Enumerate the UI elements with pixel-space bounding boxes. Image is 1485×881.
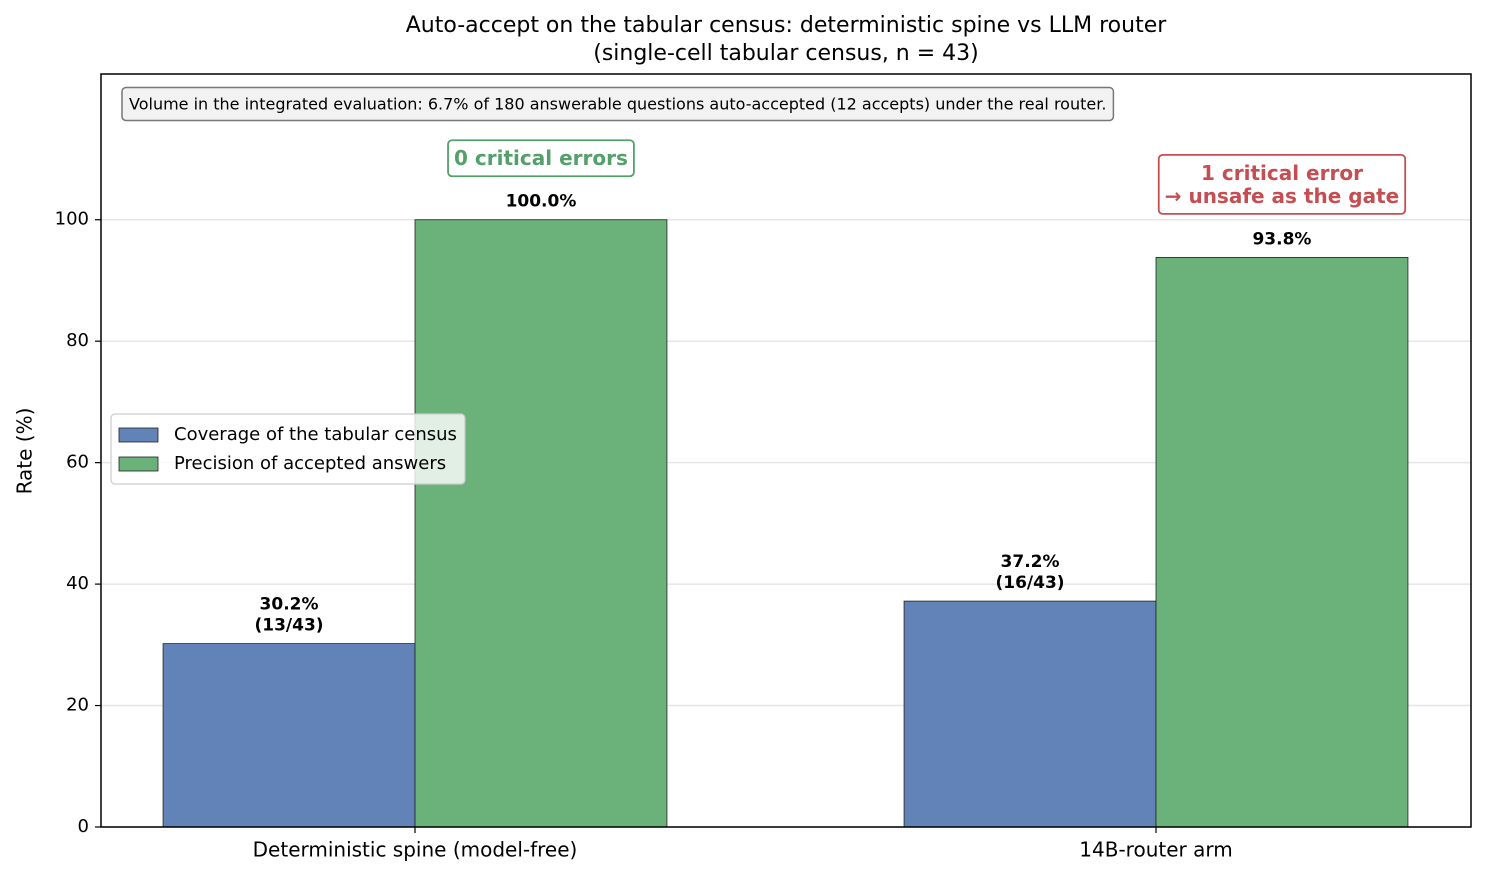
y-tick-label: 80 — [66, 330, 89, 351]
value-label: 30.2% — [260, 595, 319, 615]
x-tick-label: Deterministic spine (model-free) — [253, 838, 578, 862]
y-tick-label: 40 — [66, 573, 89, 594]
legend-swatch — [118, 427, 159, 443]
legend-box — [110, 413, 466, 485]
y-tick-label: 0 — [78, 816, 89, 837]
y-tick-label: 100 — [55, 209, 89, 230]
x-tick-label: 14B-router arm — [1079, 838, 1232, 862]
y-tick-label: 20 — [66, 695, 89, 716]
chart-subtitle: (single-cell tabular census, n = 43) — [593, 41, 979, 66]
bar — [414, 219, 668, 828]
value-label: (16/43) — [995, 573, 1064, 593]
legend: Coverage of the tabular census Precision … — [110, 413, 466, 485]
annotation-text: 0 critical errors — [454, 146, 628, 170]
bar — [162, 643, 416, 828]
note: Volume in the integrated evaluation: 6.7… — [121, 86, 1115, 122]
note-text: Volume in the integrated evaluation: 6.7… — [129, 95, 1106, 114]
annotation-box — [447, 139, 635, 178]
legend-label: Precision of accepted answers — [174, 453, 446, 474]
value-label: (13/43) — [254, 616, 323, 636]
value-label: 93.8% — [1252, 229, 1311, 249]
legend-label: Coverage of the tabular census — [174, 424, 457, 445]
plot-frame — [100, 73, 1472, 828]
note-box — [121, 86, 1115, 122]
annotation: 0 critical errors — [447, 139, 635, 178]
annotation-text: → unsafe as the gate — [1165, 184, 1399, 208]
annotation: 1 critical error→ unsafe as the gate — [1157, 153, 1407, 215]
annotation-text: 1 critical error — [1201, 161, 1363, 185]
annotation-box — [1157, 153, 1407, 215]
value-label: 37.2% — [1001, 552, 1060, 572]
value-label: 100.0% — [506, 192, 577, 212]
chart-title: Auto-accept on the tabular census: deter… — [406, 13, 1168, 38]
bar — [1155, 256, 1409, 828]
legend-swatch — [118, 456, 159, 472]
bar — [903, 600, 1157, 828]
y-tick-label: 60 — [66, 452, 89, 473]
y-axis-label: Rate (%) — [13, 408, 37, 495]
